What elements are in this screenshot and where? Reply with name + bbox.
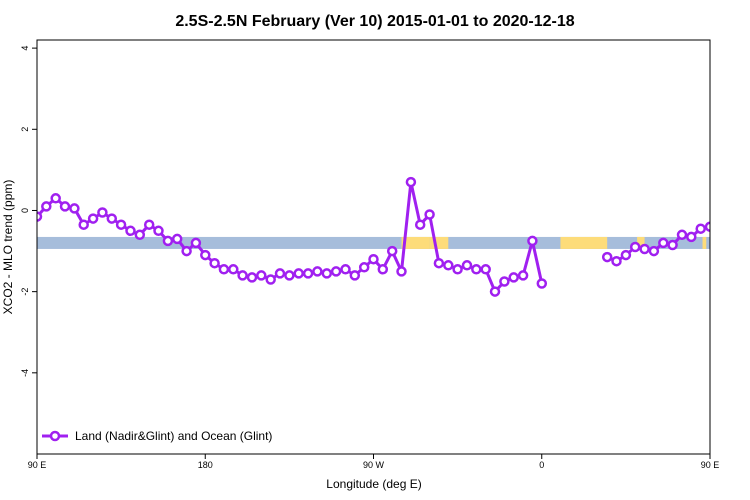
land-segment: [401, 236, 430, 249]
land-segment: [560, 236, 608, 249]
data-point: [330, 266, 342, 277]
y-tick-label: 4: [20, 46, 30, 51]
data-point: [302, 268, 314, 279]
data-point: [489, 286, 501, 297]
data-point: [704, 221, 710, 232]
data-point: [125, 225, 136, 237]
x-axis: 90 E 180 90 W 0 90 E: [28, 454, 720, 470]
data-point: [433, 257, 445, 269]
data-point: [143, 219, 155, 230]
data-point: [115, 219, 127, 230]
x-tick-label: 90 E: [701, 460, 720, 470]
data-point: [209, 257, 220, 269]
land-segment: [637, 236, 645, 249]
chart-title: 2.5S-2.5N February (Ver 10) 2015-01-01 t…: [175, 13, 574, 30]
data-point: [106, 213, 118, 224]
data-point: [443, 260, 454, 271]
data-point: [611, 255, 622, 267]
data-point: [237, 270, 248, 281]
x-axis-label: Longitude (deg E): [326, 477, 421, 491]
data-point: [368, 253, 379, 265]
data-point: [601, 251, 613, 263]
data-point: [274, 268, 286, 279]
data-point: [536, 278, 548, 289]
y-tick-label: -4: [20, 369, 30, 377]
data-point: [405, 176, 417, 188]
land-segment: [702, 236, 707, 249]
x-tick-label: 0: [539, 460, 544, 470]
data-point: [658, 237, 669, 249]
series-layer: [37, 176, 750, 297]
data-point: [349, 270, 361, 281]
data-point: [734, 194, 742, 202]
data-point: [725, 204, 733, 212]
data-point: [69, 203, 80, 214]
data-point: [321, 268, 333, 279]
data-point: [396, 266, 407, 277]
data-point: [50, 193, 61, 204]
data-point: [695, 223, 706, 234]
y-tick-label: 0: [20, 208, 30, 213]
data-point: [340, 264, 351, 275]
data-point: [424, 209, 435, 220]
data-point: [377, 264, 389, 275]
y-tick-label: 2: [20, 127, 30, 132]
data-point: [256, 270, 267, 281]
data-point: [181, 245, 192, 257]
y-axis: 4 2 0 -2 -4: [20, 46, 37, 377]
data-point: [265, 274, 276, 285]
data-point: [134, 229, 146, 241]
data-point: [190, 237, 202, 249]
data-point: [480, 264, 491, 275]
data-point: [293, 268, 304, 279]
data-point: [676, 229, 688, 241]
data-point: [414, 219, 426, 230]
data-point: [162, 235, 174, 247]
data-point: [386, 245, 398, 257]
legend-entry: Land (Nadir&Glint) and Ocean (Glint): [75, 429, 272, 443]
data-point: [97, 207, 108, 218]
data-point: [171, 233, 183, 245]
data-point: [667, 239, 678, 251]
ocean-land-band: [37, 236, 710, 249]
data-point: [743, 202, 750, 210]
land-segment: [429, 236, 449, 249]
data-point: [508, 272, 519, 283]
x-tick-label: 180: [198, 460, 213, 470]
data-point: [87, 213, 99, 224]
x-tick-label: 90 E: [28, 460, 47, 470]
data-point: [629, 241, 641, 253]
data-point: [517, 270, 529, 281]
data-point: [499, 276, 510, 287]
data-point: [200, 249, 211, 261]
data-point: [312, 266, 323, 277]
data-point: [648, 245, 660, 257]
legend-marker: [49, 430, 61, 442]
legend: Land (Nadir&Glint) and Ocean (Glint): [42, 429, 272, 443]
data-point: [153, 225, 164, 237]
ocean-band: [37, 236, 710, 249]
y-tick-label: -2: [20, 288, 30, 296]
data-point: [527, 235, 538, 247]
x-tick-label: 90 W: [363, 460, 385, 470]
data-point: [686, 231, 697, 243]
data-point: [78, 219, 89, 230]
data-point: [59, 201, 71, 212]
data-point: [246, 272, 258, 283]
y-axis-label: XCO2 - MLO trend (ppm): [1, 180, 15, 315]
data-point: [620, 249, 632, 261]
data-point: [41, 201, 52, 212]
data-point: [358, 262, 370, 273]
data-point: [639, 243, 650, 255]
data-point: [471, 264, 482, 275]
data-point: [37, 211, 43, 222]
data-point: [284, 270, 295, 281]
data-point: [715, 215, 723, 223]
data-point: [452, 264, 463, 275]
data-point: [218, 264, 230, 275]
data-point: [461, 260, 473, 271]
data-point: [228, 264, 239, 275]
